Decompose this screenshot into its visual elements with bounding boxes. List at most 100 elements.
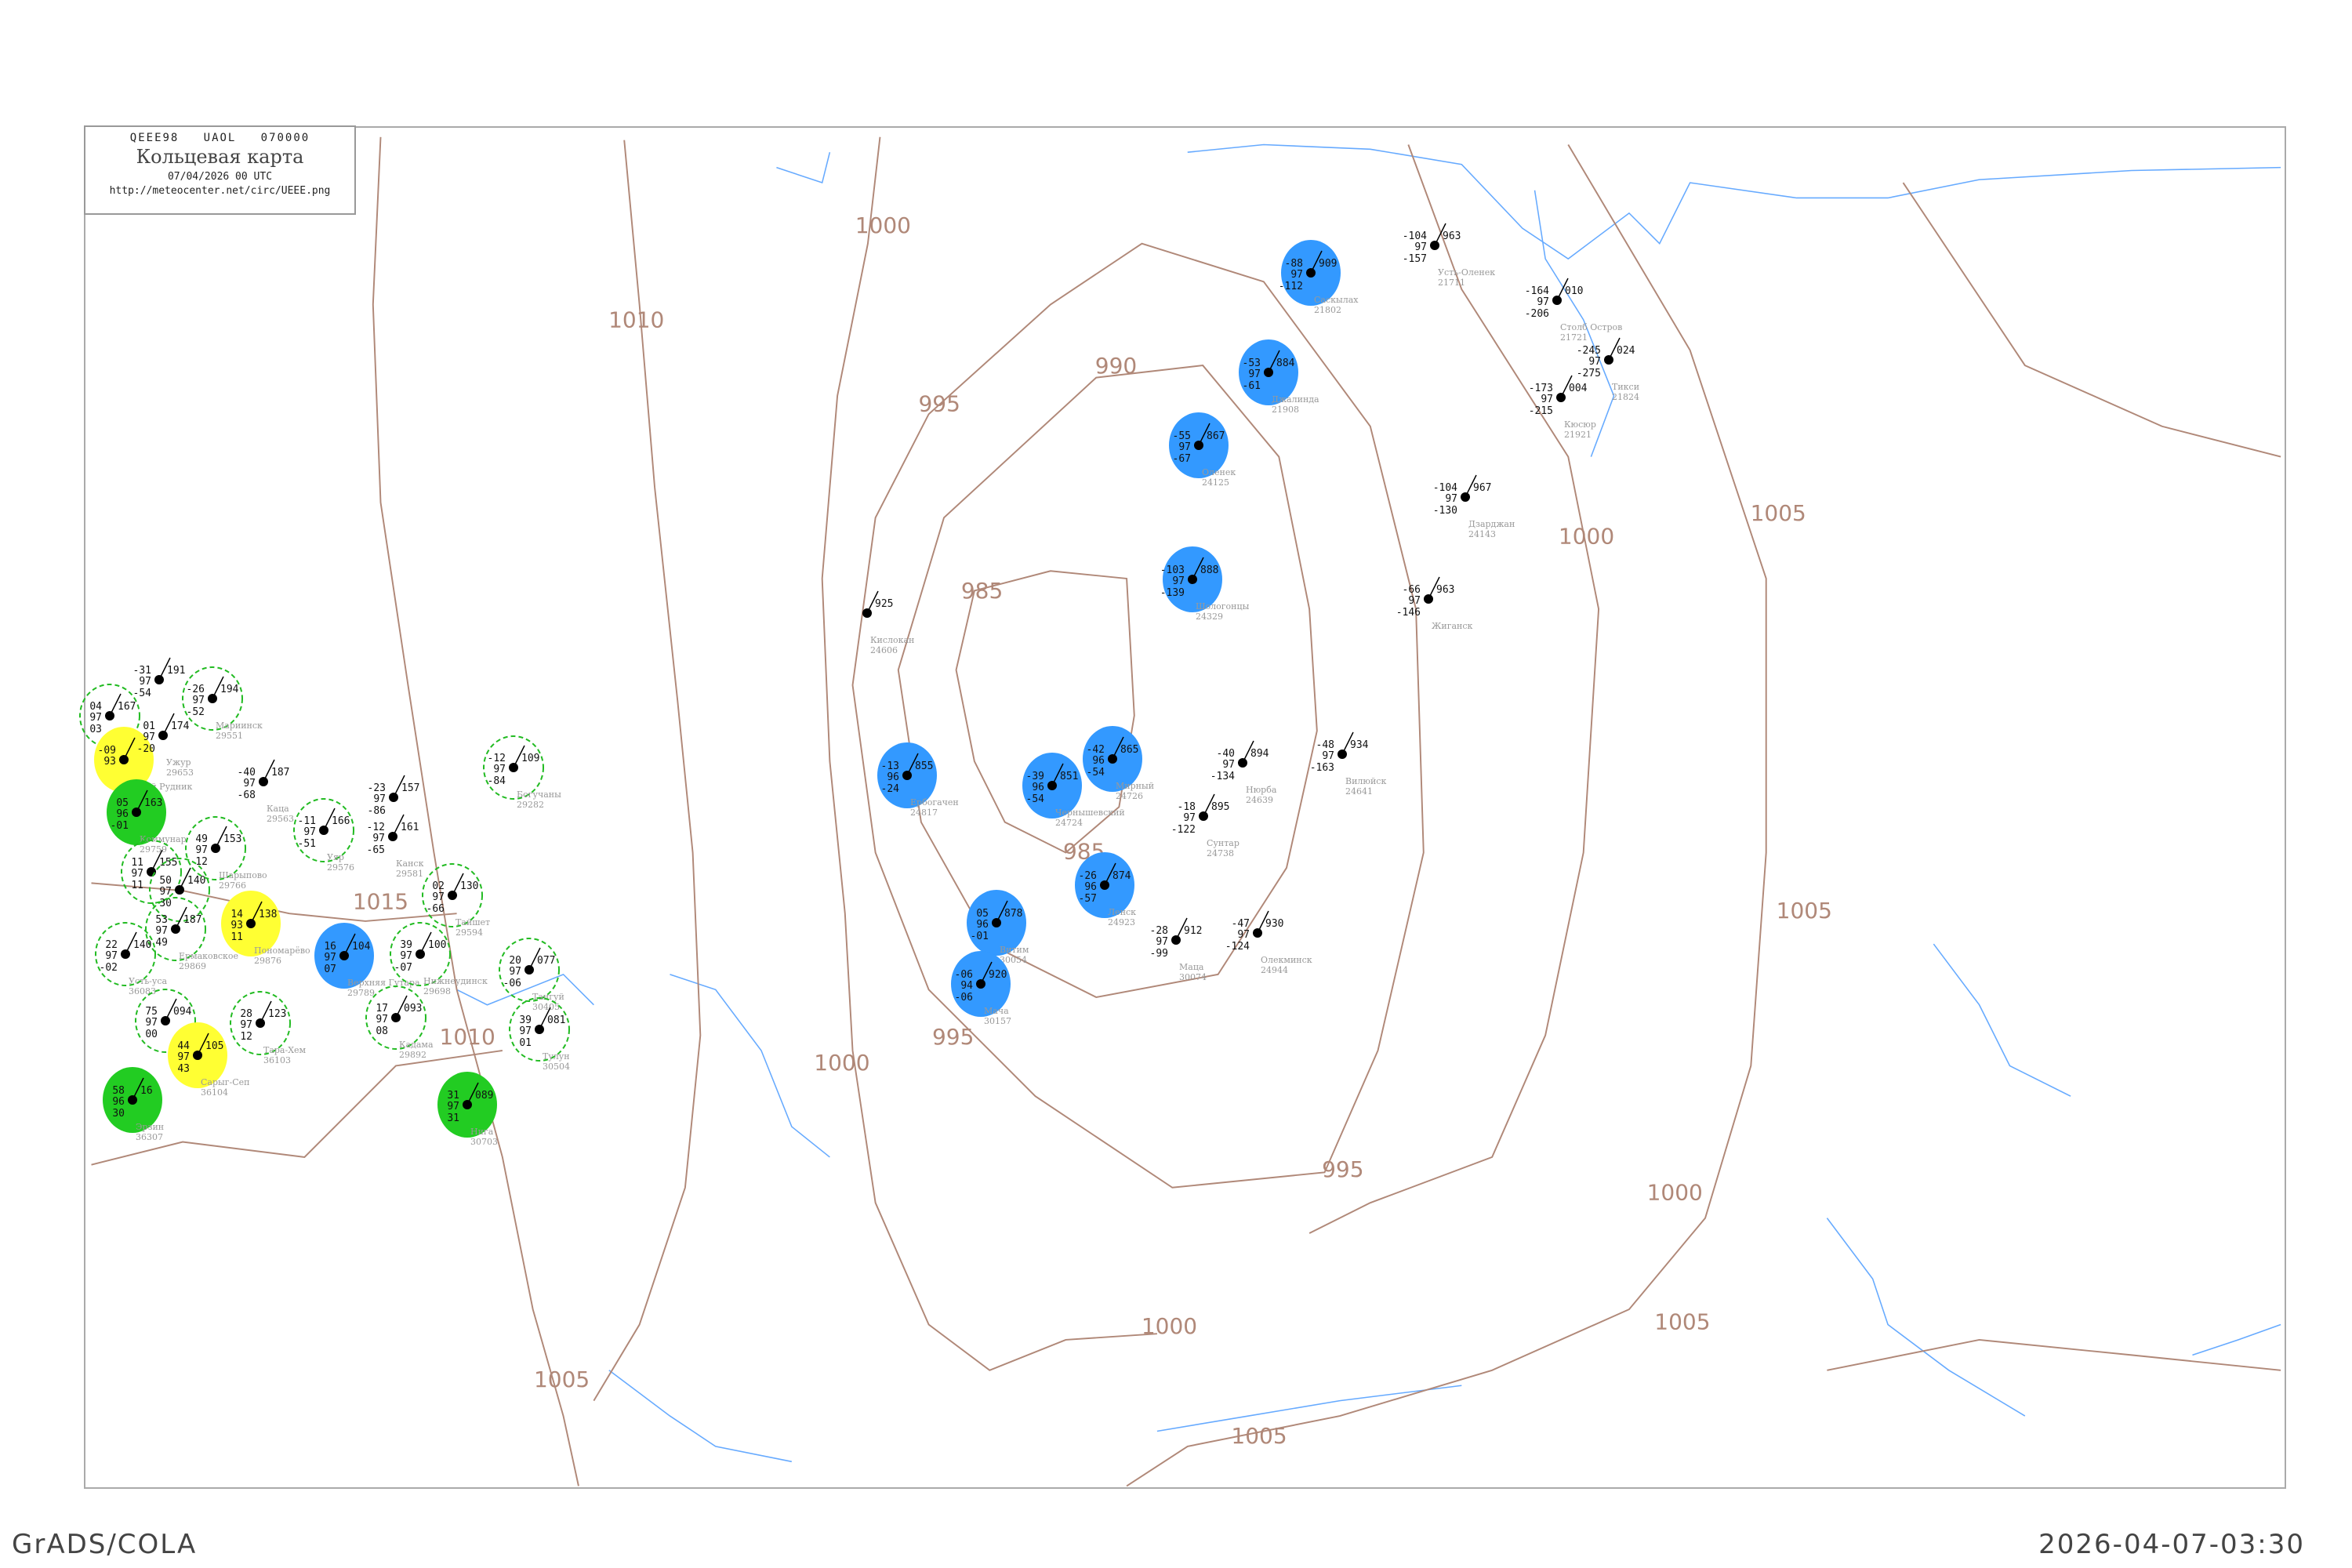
visibility: 97 — [447, 1101, 459, 1112]
river — [2192, 1323, 2281, 1356]
dew-point: 12 — [240, 1031, 252, 1043]
station-name: Верхняя Гутара — [347, 978, 420, 988]
temperature: -12 — [488, 753, 506, 764]
wind-barb-icon — [513, 745, 525, 768]
map-title: Кольцевая карта — [136, 146, 304, 168]
map-frame — [84, 126, 2286, 1489]
dew-point: -112 — [1279, 281, 1303, 292]
dew-point: 30 — [159, 898, 172, 909]
wind-barb-icon — [1556, 278, 1569, 301]
wind-barb-icon — [343, 933, 356, 956]
isobar-label: 1015 — [353, 888, 408, 914]
temperature: 20 — [509, 955, 521, 967]
visibility: 97 — [1588, 356, 1601, 368]
dew-point: -122 — [1171, 824, 1196, 836]
wind-barb-icon — [197, 1033, 209, 1056]
station-id: 29581 — [396, 869, 423, 879]
temperature: 04 — [89, 701, 102, 713]
pressure: 888 — [1200, 564, 1218, 576]
wind-barb-icon — [528, 947, 541, 971]
visibility: 97 — [159, 886, 172, 898]
station-name: Вилюйск — [1345, 776, 1386, 786]
temperature: -66 — [1403, 584, 1421, 596]
wind-barb-icon — [1608, 337, 1621, 361]
map-header-box: QEEE98 UAOL 070000 Кольцевая карта 07/04… — [84, 125, 356, 215]
temperature: -39 — [1026, 771, 1044, 782]
station-name: Усть-уса — [129, 976, 168, 986]
pressure: 909 — [1319, 258, 1337, 270]
wind-barb-icon — [1198, 423, 1210, 446]
visibility: 97 — [373, 793, 386, 805]
temperature: -245 — [1577, 345, 1601, 357]
wind-barb-icon — [263, 759, 275, 782]
dew-point: 07 — [324, 964, 336, 975]
station-highlight-dashed — [182, 666, 243, 731]
wind-barb-icon — [419, 931, 432, 955]
pressure: 163 — [144, 797, 162, 809]
station-id: 30504 — [543, 1062, 570, 1072]
dew-point: -06 — [955, 992, 973, 1004]
bulletin-code: QEEE98 UAOL 070000 — [129, 132, 310, 144]
station-id: 36104 — [201, 1087, 228, 1098]
station-name: Олекминск — [1261, 955, 1312, 965]
wind-barb-icon — [212, 676, 224, 699]
temperature: -40 — [1217, 748, 1235, 760]
dew-point: 11 — [230, 931, 243, 943]
isobar-label: 1005 — [1231, 1423, 1287, 1449]
visibility: 97 — [324, 952, 336, 964]
wind-barb-icon — [980, 961, 993, 985]
visibility: 97 — [303, 826, 316, 838]
temperature: 17 — [376, 1003, 388, 1014]
station-id: 30157 — [984, 1016, 1011, 1026]
dew-point: -99 — [1150, 948, 1168, 960]
wind-barb-icon — [179, 867, 191, 891]
visibility: 97 — [131, 868, 143, 880]
isobar-label: 995 — [918, 390, 960, 416]
wind-barb-icon — [395, 995, 408, 1018]
pressure: 140 — [187, 875, 205, 887]
station-id: 29892 — [399, 1050, 426, 1060]
temperature: 39 — [400, 939, 412, 951]
visibility: 97 — [105, 950, 118, 962]
dew-point: -124 — [1225, 941, 1250, 953]
wind-barb-icon — [1341, 731, 1354, 755]
wind-barb-icon — [136, 789, 148, 813]
isobar-label: 990 — [1095, 353, 1137, 379]
isobar-label: 1005 — [1751, 500, 1806, 526]
wind-barb-icon — [1257, 910, 1269, 934]
station-id: 24923 — [1108, 917, 1135, 927]
station-id: 24641 — [1345, 786, 1373, 797]
visibility: 97 — [519, 1025, 532, 1037]
river — [776, 152, 831, 184]
visibility: 97 — [192, 695, 205, 706]
temperature: -26 — [187, 684, 205, 695]
isobar-1005 — [1126, 143, 1767, 1487]
wind-barb-icon — [996, 900, 1008, 924]
isobar-label: 1005 — [1777, 898, 1832, 924]
isobar-label: 1000 — [855, 212, 911, 238]
temperature: 53 — [155, 914, 168, 926]
station-name: Витим — [1000, 945, 1029, 955]
visibility: 97 — [89, 712, 102, 724]
station-id: 24944 — [1261, 965, 1288, 975]
station-highlight-dashed — [95, 922, 156, 986]
river — [1156, 1385, 1462, 1432]
isobar-label: 1005 — [534, 1367, 590, 1392]
wind-barb-icon — [175, 906, 187, 930]
wind-barb-icon — [162, 713, 175, 736]
temperature: -06 — [955, 969, 973, 981]
dew-point: -61 — [1243, 380, 1261, 392]
wind-barb-icon — [1051, 763, 1064, 786]
visibility: 97 — [1445, 493, 1457, 505]
station-name: Ермаковское — [179, 951, 238, 961]
isobar-1000 — [1308, 144, 1600, 1234]
station-name: Нига — [470, 1127, 494, 1137]
visibility: 97 — [177, 1051, 190, 1063]
